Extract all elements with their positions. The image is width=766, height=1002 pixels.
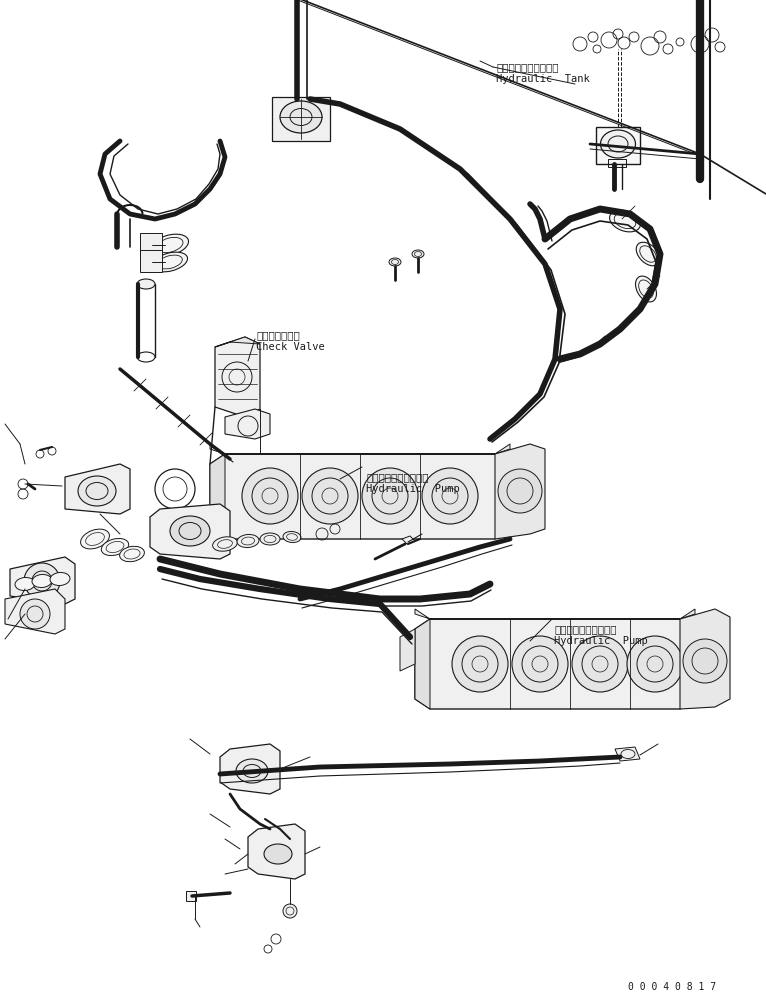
Text: Hydraulic  Pump: Hydraulic Pump: [366, 484, 460, 494]
Circle shape: [24, 563, 60, 599]
Polygon shape: [402, 536, 415, 544]
Polygon shape: [10, 557, 75, 604]
Polygon shape: [225, 410, 270, 440]
Ellipse shape: [213, 537, 237, 552]
Ellipse shape: [78, 477, 116, 506]
Circle shape: [422, 469, 478, 524]
Polygon shape: [210, 445, 510, 455]
Text: チェックバルブ: チェックバルブ: [256, 330, 300, 340]
Polygon shape: [415, 619, 430, 709]
Ellipse shape: [637, 243, 660, 267]
Polygon shape: [596, 128, 640, 165]
Polygon shape: [415, 609, 695, 619]
Polygon shape: [215, 338, 260, 348]
Ellipse shape: [50, 573, 70, 586]
Circle shape: [683, 639, 727, 683]
Ellipse shape: [412, 250, 424, 259]
Polygon shape: [65, 465, 130, 514]
Ellipse shape: [260, 533, 280, 545]
Polygon shape: [150, 504, 230, 559]
Ellipse shape: [283, 532, 301, 543]
Polygon shape: [210, 455, 225, 539]
Bar: [140, 233, 162, 256]
Ellipse shape: [610, 210, 640, 232]
Circle shape: [512, 636, 568, 692]
Ellipse shape: [280, 102, 322, 134]
Circle shape: [20, 599, 50, 629]
Circle shape: [572, 636, 628, 692]
Text: Check Valve: Check Valve: [256, 342, 325, 352]
Polygon shape: [248, 825, 305, 879]
Ellipse shape: [137, 280, 155, 290]
Polygon shape: [272, 98, 330, 142]
Polygon shape: [5, 589, 65, 634]
Ellipse shape: [264, 844, 292, 864]
Ellipse shape: [80, 530, 110, 549]
Ellipse shape: [152, 253, 188, 273]
Text: Hydraulic  Pump: Hydraulic Pump: [554, 635, 648, 645]
Polygon shape: [220, 744, 280, 795]
Ellipse shape: [601, 131, 636, 159]
Ellipse shape: [32, 575, 52, 588]
Ellipse shape: [152, 234, 188, 257]
Polygon shape: [615, 747, 640, 762]
Ellipse shape: [237, 535, 259, 548]
Circle shape: [627, 636, 683, 692]
Bar: [140, 250, 162, 273]
Polygon shape: [210, 455, 510, 539]
Text: 0 0 0 4 0 8 1 7: 0 0 0 4 0 8 1 7: [628, 981, 716, 991]
Text: Hydraulic  Tank: Hydraulic Tank: [496, 74, 590, 84]
Circle shape: [242, 469, 298, 524]
Polygon shape: [680, 609, 730, 709]
Circle shape: [302, 469, 358, 524]
Polygon shape: [495, 445, 545, 539]
Ellipse shape: [636, 277, 656, 303]
Bar: [186, 891, 196, 901]
Text: ハイドロリックポンプ: ハイドロリックポンプ: [554, 623, 617, 633]
Ellipse shape: [15, 578, 35, 591]
Ellipse shape: [389, 259, 401, 267]
Ellipse shape: [170, 516, 210, 546]
Circle shape: [452, 636, 508, 692]
Circle shape: [283, 904, 297, 918]
Ellipse shape: [236, 760, 268, 784]
Polygon shape: [400, 629, 415, 671]
Polygon shape: [215, 338, 260, 418]
Text: ハイドロリックタンク: ハイドロリックタンク: [496, 62, 558, 72]
Polygon shape: [415, 619, 695, 709]
Text: ハイドロリックポンプ: ハイドロリックポンプ: [366, 472, 428, 482]
Circle shape: [362, 469, 418, 524]
Bar: [608, 160, 626, 167]
Circle shape: [498, 470, 542, 513]
Ellipse shape: [119, 547, 144, 562]
Ellipse shape: [101, 539, 129, 556]
